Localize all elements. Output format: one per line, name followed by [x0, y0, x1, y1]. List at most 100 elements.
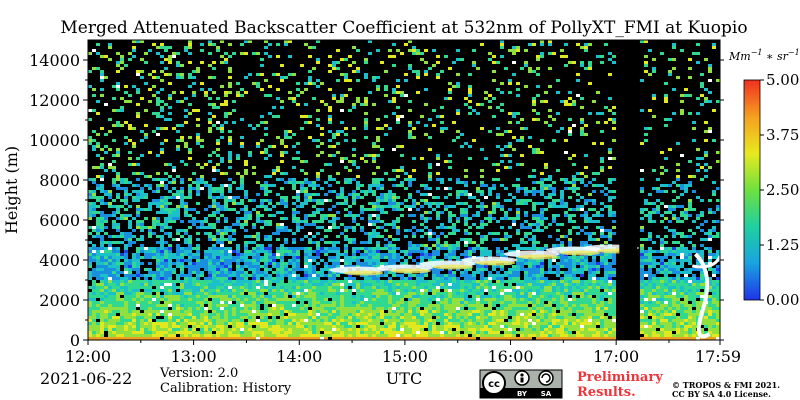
heatmap-cell	[164, 208, 168, 211]
heatmap-cell	[280, 226, 284, 229]
heatmap-cell	[276, 247, 280, 250]
heatmap-cell	[300, 289, 304, 292]
heatmap-cell	[272, 304, 276, 307]
heatmap-cell	[516, 139, 520, 142]
heatmap-cell	[384, 295, 388, 298]
heatmap-cell	[92, 67, 96, 70]
heatmap-cell	[400, 91, 404, 94]
heatmap-cell	[456, 73, 460, 76]
heatmap-cell	[488, 298, 492, 301]
heatmap-cell	[244, 310, 248, 313]
heatmap-cell	[280, 142, 284, 145]
heatmap-cell	[172, 334, 176, 337]
heatmap-cell	[484, 337, 488, 340]
heatmap-cell	[424, 193, 428, 196]
heatmap-cell	[124, 100, 128, 103]
heatmap-cell	[432, 208, 436, 211]
heatmap-cell	[216, 196, 220, 199]
heatmap-cell	[412, 259, 416, 262]
heatmap-cell	[300, 190, 304, 193]
heatmap-cell	[308, 265, 312, 268]
heatmap-cell	[96, 259, 100, 262]
heatmap-cell	[432, 271, 436, 274]
heatmap-cell	[168, 253, 172, 256]
heatmap-cell	[152, 334, 156, 337]
heatmap-cell	[388, 259, 392, 262]
heatmap-cell	[256, 211, 260, 214]
heatmap-cell	[136, 208, 140, 211]
heatmap-cell	[280, 295, 284, 298]
heatmap-cell	[96, 301, 100, 304]
heatmap-cell	[104, 232, 108, 235]
heatmap-cell	[212, 337, 216, 340]
heatmap-cell	[156, 235, 160, 238]
heatmap-cell	[176, 292, 180, 295]
heatmap-cell	[500, 295, 504, 298]
heatmap-cell	[344, 208, 348, 211]
heatmap-cell	[388, 247, 392, 250]
heatmap-cell	[384, 325, 388, 328]
heatmap-cell	[232, 298, 236, 301]
heatmap-cell	[112, 124, 116, 127]
heatmap-cell	[420, 115, 424, 118]
heatmap-cell	[128, 214, 132, 217]
heatmap-cell	[408, 109, 412, 112]
heatmap-cell	[456, 307, 460, 310]
heatmap-cell	[328, 289, 332, 292]
heatmap-cell	[456, 136, 460, 139]
heatmap-cell	[392, 193, 396, 196]
heatmap-cell	[456, 283, 460, 286]
heatmap-cell	[104, 292, 108, 295]
heatmap-cell	[452, 307, 456, 310]
heatmap-cell	[312, 301, 316, 304]
heatmap-cell	[316, 139, 320, 142]
heatmap-cell	[316, 250, 320, 253]
heatmap-cell	[404, 325, 408, 328]
heatmap-cell	[276, 232, 280, 235]
heatmap-cell	[412, 280, 416, 283]
heatmap-cell	[272, 337, 276, 340]
heatmap-cell	[216, 298, 220, 301]
heatmap-cell	[92, 268, 96, 271]
heatmap-cell	[292, 307, 296, 310]
heatmap-cell	[296, 211, 300, 214]
heatmap-cell	[456, 220, 460, 223]
heatmap-cell	[96, 328, 100, 331]
heatmap-cell	[448, 283, 452, 286]
heatmap-cell	[272, 310, 276, 313]
heatmap-cell	[296, 142, 300, 145]
heatmap-cell	[256, 238, 260, 241]
heatmap-cell	[396, 319, 400, 322]
heatmap-cell	[456, 328, 460, 331]
heatmap-cell	[220, 337, 224, 340]
heatmap-cell	[256, 193, 260, 196]
heatmap-cell	[88, 208, 92, 211]
heatmap-cell	[364, 262, 368, 265]
heatmap-cell	[308, 304, 312, 307]
heatmap-cell	[112, 328, 116, 331]
heatmap-cell	[140, 328, 144, 331]
heatmap-cell	[148, 187, 152, 190]
heatmap-cell	[296, 310, 300, 313]
heatmap-cell	[272, 298, 276, 301]
heatmap-cell	[300, 310, 304, 313]
heatmap-cell	[208, 259, 212, 262]
heatmap-cell	[268, 223, 272, 226]
heatmap-cell	[136, 184, 140, 187]
heatmap-cell	[188, 61, 192, 64]
heatmap-cell	[348, 331, 352, 334]
heatmap-cell	[176, 286, 180, 289]
heatmap-cell	[420, 310, 424, 313]
heatmap-cell	[372, 79, 376, 82]
heatmap-cell	[372, 298, 376, 301]
heatmap-cell	[212, 187, 216, 190]
heatmap-cell	[328, 130, 332, 133]
heatmap-cell	[464, 286, 468, 289]
heatmap-cell	[284, 295, 288, 298]
heatmap-cell	[492, 316, 496, 319]
heatmap-cell	[368, 319, 372, 322]
heatmap-cell	[140, 322, 144, 325]
heatmap-cell	[460, 325, 464, 328]
heatmap-cell	[304, 220, 308, 223]
heatmap-cell	[244, 325, 248, 328]
